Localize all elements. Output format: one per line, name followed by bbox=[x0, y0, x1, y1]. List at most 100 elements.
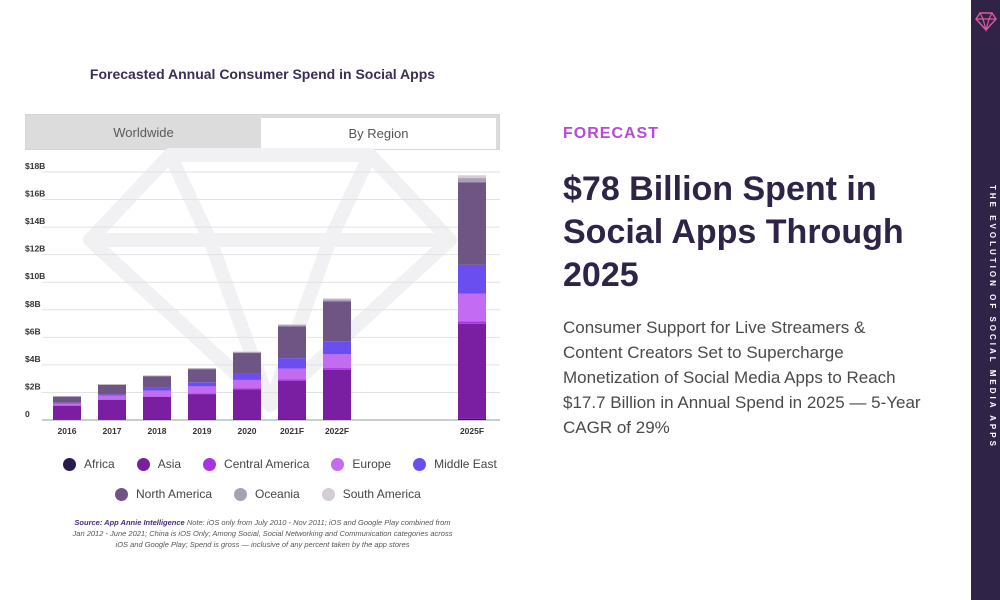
legend-swatch-europe bbox=[331, 457, 345, 471]
bar-segment-south-america bbox=[323, 298, 351, 300]
bar-segment-central-america bbox=[233, 388, 261, 390]
bar-segment-africa bbox=[278, 419, 306, 420]
bar-segment-north-america bbox=[458, 182, 486, 265]
stacked-bar-chart: 0 $2B $4B $6B $8B $10B $12B $14B $16B $18B 2016 201… bbox=[25, 161, 500, 436]
chart-title: Forecasted Annual Consumer Spend in Soci… bbox=[89, 66, 436, 82]
y-tick-label: $10B bbox=[25, 271, 45, 281]
legend-label-oceania: Oceania bbox=[255, 487, 300, 501]
legend-swatch-south-america bbox=[321, 487, 335, 501]
bar-segment-north-america bbox=[233, 353, 261, 374]
legend-swatch-oceania bbox=[234, 487, 248, 501]
legend-swatch-middle-east bbox=[413, 457, 427, 471]
bar-segment-middle-east bbox=[278, 358, 306, 369]
y-tick-label: $2B bbox=[25, 381, 41, 391]
bar-segment-middle-east bbox=[53, 402, 81, 404]
diamond-logo-icon[interactable] bbox=[975, 10, 997, 32]
source-note-text: Note: iOS only from July 2010 - Nov 2011… bbox=[72, 518, 453, 549]
subtext: Consumer Support for Live Streamers & Co… bbox=[563, 318, 921, 437]
bar-segment-north-america bbox=[53, 396, 81, 403]
bar-segment-europe bbox=[188, 386, 216, 394]
bar-segment-oceania bbox=[458, 178, 486, 183]
x-tick-label: 2019 bbox=[193, 426, 212, 436]
bar-segment-middle-east bbox=[143, 387, 171, 391]
bar-segment-middle-east bbox=[323, 341, 351, 355]
bar-segment-asia bbox=[188, 394, 216, 420]
bar-segment-south-america bbox=[278, 324, 306, 326]
bar-segment-oceania bbox=[323, 299, 351, 302]
y-tick-label: $14B bbox=[25, 216, 45, 226]
bar-segment-oceania bbox=[233, 352, 261, 354]
bar-segment-asia bbox=[323, 369, 351, 420]
legend-item-middle-east[interactable]: Middle East bbox=[413, 457, 497, 471]
legend-item-south-america[interactable]: South America bbox=[321, 487, 421, 501]
bar-segment-europe bbox=[233, 379, 261, 389]
y-tick-label: $12B bbox=[25, 244, 45, 254]
bar-segment-south-america bbox=[233, 351, 261, 353]
legend-label-south-america: South America bbox=[342, 487, 421, 501]
legend-swatch-asia bbox=[136, 457, 150, 471]
legend-item-africa[interactable]: Africa bbox=[63, 457, 115, 471]
y-tick-label: $6B bbox=[25, 326, 41, 336]
legend-swatch-central-america bbox=[203, 457, 217, 471]
bar-segment-oceania bbox=[188, 368, 216, 370]
legend-row-2: North America Oceania South America bbox=[115, 487, 421, 501]
bar-segment-africa bbox=[458, 418, 486, 420]
bar-segment-central-america bbox=[143, 396, 171, 397]
legend-label-africa: Africa bbox=[84, 457, 115, 471]
x-tick-label: 2020 bbox=[238, 426, 257, 436]
view-tabs: Worldwide By Region bbox=[25, 114, 500, 150]
y-tick-label: $16B bbox=[25, 189, 45, 199]
bar-segment-europe bbox=[143, 390, 171, 397]
legend-label-central-america: Central America bbox=[224, 457, 310, 471]
y-tick-label: $18B bbox=[25, 161, 45, 171]
eyebrow-label: FORECAST bbox=[563, 125, 659, 142]
legend-item-oceania[interactable]: Oceania bbox=[234, 487, 300, 501]
legend-swatch-north-america bbox=[115, 487, 128, 501]
bar-segment-central-america bbox=[98, 399, 126, 400]
legend-label-north-america: North America bbox=[136, 487, 213, 501]
bar-segment-asia bbox=[458, 323, 486, 419]
legend-swatch-africa bbox=[63, 457, 76, 471]
bar-segment-central-america bbox=[458, 321, 486, 324]
legend-label-europe: Europe bbox=[352, 457, 392, 471]
x-tick-label: 2022F bbox=[325, 426, 349, 436]
bar-segment-asia bbox=[233, 389, 261, 420]
bar-segment-central-america bbox=[323, 368, 351, 370]
bar-segment-asia bbox=[278, 380, 306, 420]
x-tick-label: 2016 bbox=[58, 426, 77, 436]
source-label: Source: App Annie Intelligence bbox=[74, 518, 185, 527]
y-tick-label: $4B bbox=[25, 354, 41, 364]
x-tick-label: 2025F bbox=[460, 426, 484, 436]
bar-segment-europe bbox=[458, 293, 486, 322]
bar-segment-north-america bbox=[278, 326, 306, 359]
bar-segment-europe bbox=[278, 368, 306, 380]
bar-segment-central-america bbox=[278, 379, 306, 381]
bar-segment-middle-east bbox=[233, 373, 261, 380]
legend-item-asia[interactable]: Asia bbox=[136, 457, 182, 471]
tab-by-region[interactable]: By Region bbox=[261, 118, 496, 149]
headline: $78 Billion Spent in Social Apps Through… bbox=[563, 170, 904, 294]
bar-segment-north-america bbox=[323, 301, 351, 342]
bar-segment-asia bbox=[143, 396, 171, 420]
bar-segment-middle-east bbox=[458, 264, 486, 294]
legend-item-north-america[interactable]: North America bbox=[115, 487, 212, 501]
bar-segment-south-america bbox=[458, 175, 486, 179]
bar-segment-africa bbox=[323, 419, 351, 420]
x-tick-label: 2017 bbox=[103, 426, 122, 436]
legend-item-central-america[interactable]: Central America bbox=[203, 457, 309, 471]
x-tick-label: 2018 bbox=[148, 426, 167, 436]
sidebar-title: The Evolution of Social Media Apps bbox=[988, 185, 997, 449]
bar-segment-north-america bbox=[143, 376, 171, 388]
legend-item-europe[interactable]: Europe bbox=[331, 457, 391, 471]
bar-segment-europe bbox=[323, 354, 351, 369]
tab-worldwide[interactable]: Worldwide bbox=[113, 124, 174, 140]
legend-label-asia: Asia bbox=[157, 457, 182, 471]
legend-label-middle-east: Middle East bbox=[434, 457, 497, 471]
bar-segment-asia bbox=[98, 399, 126, 420]
bar-segment-oceania bbox=[143, 375, 171, 377]
side-bar: The Evolution of Social Media Apps bbox=[971, 0, 1000, 600]
source-note: Source: App Annie Intelligence Note: iOS… bbox=[70, 517, 455, 550]
bar-segment-middle-east bbox=[98, 394, 126, 396]
y-tick-label: 0 bbox=[25, 409, 30, 419]
x-tick-label: 2021F bbox=[280, 426, 304, 436]
